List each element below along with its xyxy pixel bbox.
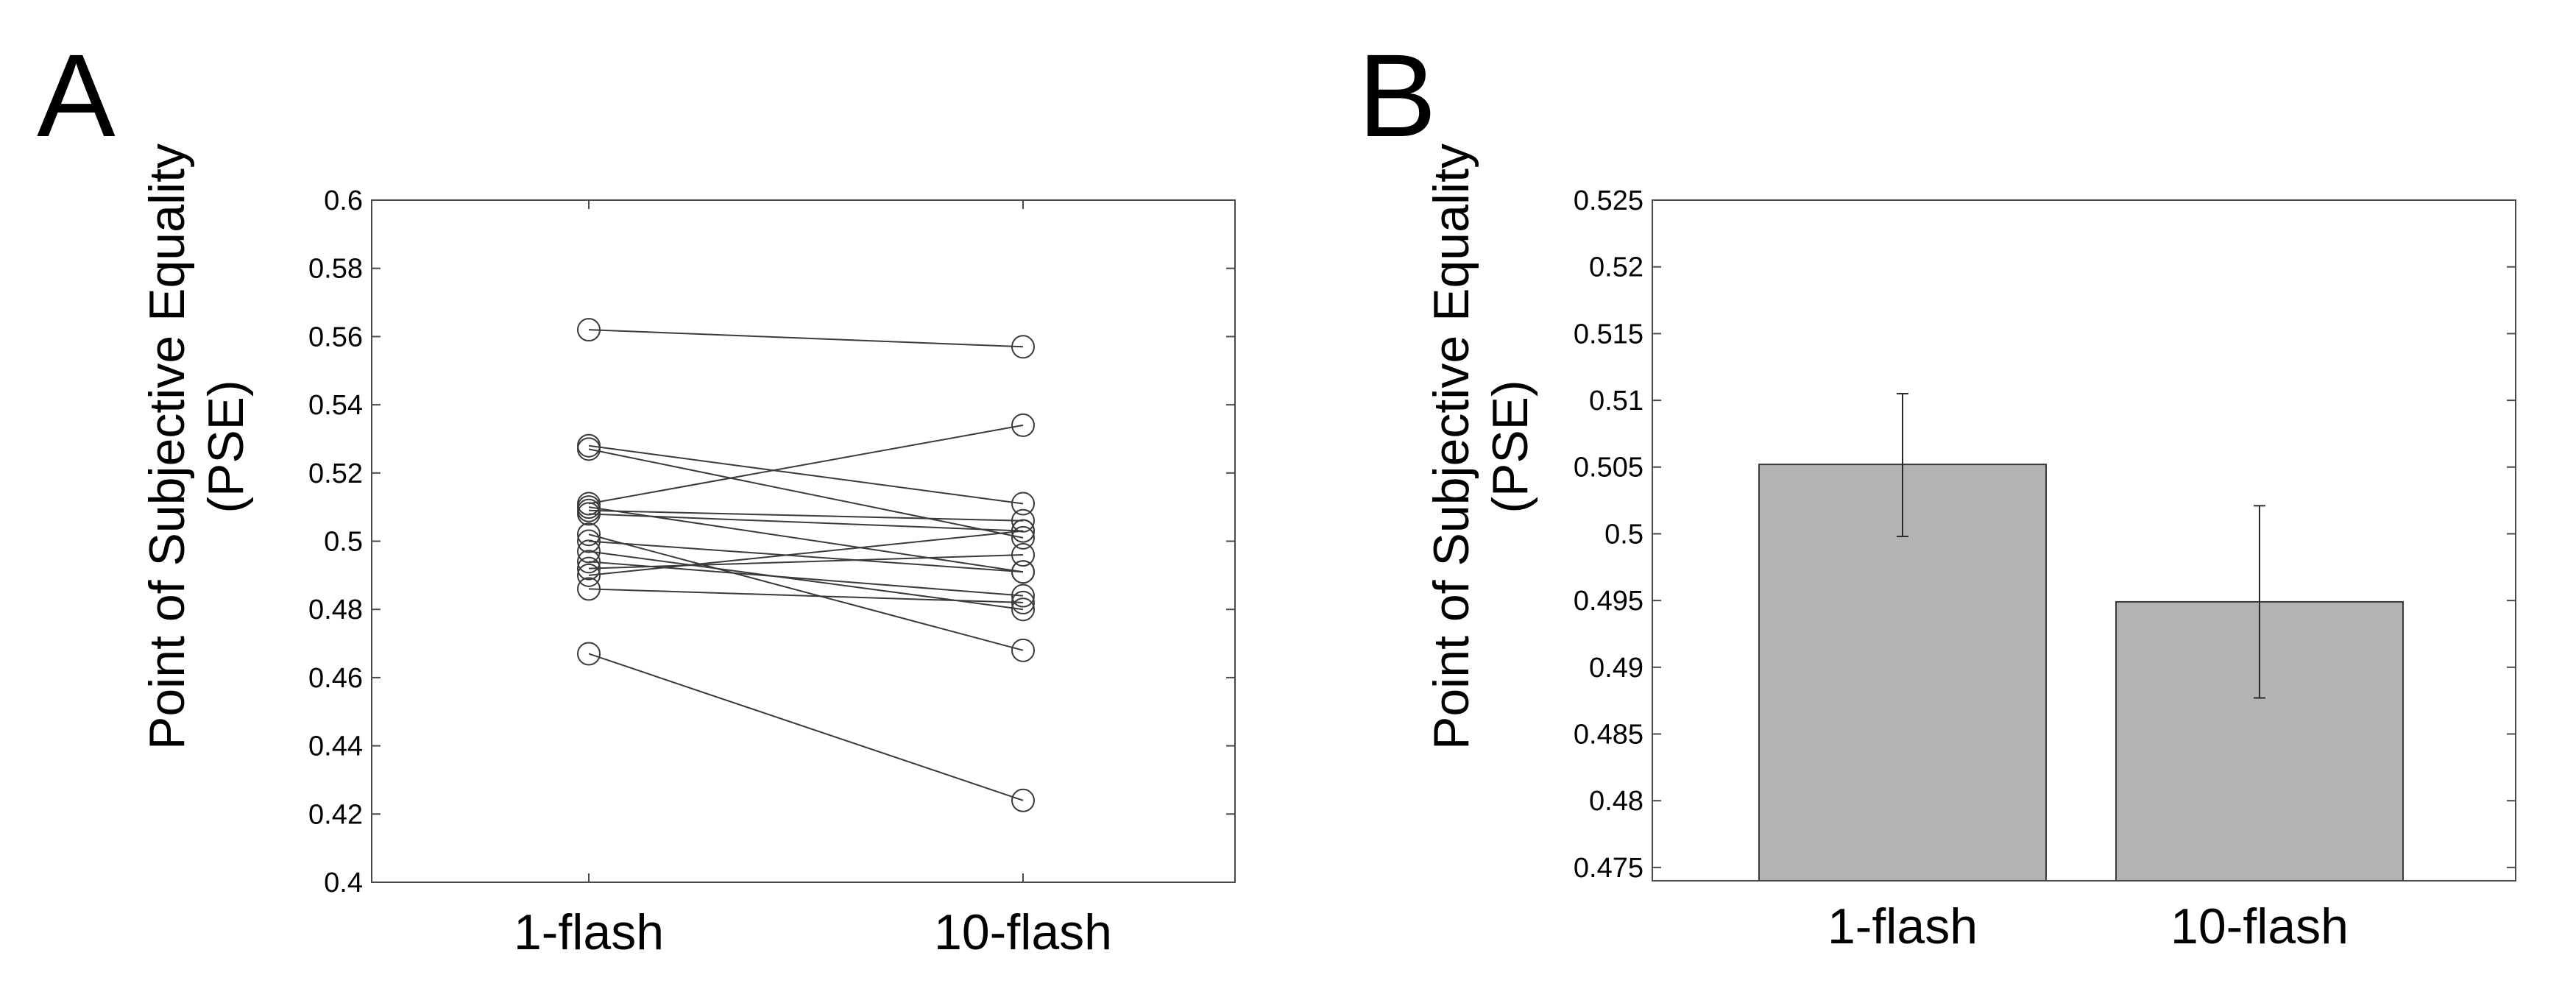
subject-line [588,513,1024,532]
y-tick-label: 0.5 [1604,519,1643,550]
subject-marker-1-flash [577,550,601,574]
y-tick-label: 0.52 [308,458,363,489]
x-category-label: 1-flash [514,904,664,960]
x-category-labels-a: 1-flash 10-flash [514,904,1112,960]
subject-lines [588,329,1024,801]
error-bar-1-flash [1897,392,1908,538]
subject-marker-10-flash [1011,788,1035,812]
y-tick-label: 0.46 [308,663,363,694]
y-axis-title-line-2: (PSE) [1482,380,1538,513]
plot-frame-a [371,199,1236,883]
subject-marker-10-flash [1011,508,1035,533]
y-tick-label: 0.515 [1574,319,1643,350]
y-tick-label: 0.56 [308,322,363,352]
subject-line [588,530,1024,576]
y-tick-label: 0.52 [1589,252,1643,283]
subject-line [588,588,1024,603]
subject-marker-10-flash [1011,590,1035,614]
y-tick-label: 0.5 [324,527,363,558]
y-tick-label: 0.48 [1589,786,1643,817]
subject-line [588,554,1024,570]
y-tick-label: 0.51 [1589,386,1643,416]
subject-line [588,506,1024,573]
subject-line [588,509,1024,522]
y-tick-label: 0.42 [308,799,363,830]
subject-line [588,653,1024,801]
y-tick-label: 0.505 [1574,453,1643,483]
bar-10-flash [2115,600,2404,882]
error-bars [1897,392,2265,699]
y-axis-title-line-1: Point of Subjective Equality [139,143,195,750]
subject-line [588,329,1024,348]
subject-marker-10-flash [1011,638,1035,662]
x-category-labels-b: 1-flash 10-flash [1827,898,2349,954]
subject-marker-1-flash [577,522,601,547]
y-tick-label: 0.48 [308,595,363,625]
x-category-label: 10-flash [934,904,1112,960]
y-tick-label: 0.495 [1574,586,1643,617]
subject-marker-1-flash [577,318,601,342]
y-tick-label: 0.54 [308,390,363,421]
subject-marker-1-flash [577,529,601,553]
panel-b: B Point of Subjective Equality (PSE) 0.4… [1358,29,2516,954]
subject-marker-10-flash [1011,492,1035,516]
subject-marker-10-flash [1011,543,1035,567]
subject-marker-10-flash [1011,560,1035,584]
y-ticks-b: 0.475 0.48 0.485 0.49 0.495 0.5 0.505 0.51 0.515… [1574,185,2516,884]
y-tick-label: 0.525 [1574,185,1643,216]
subject-marker-10-flash [1011,597,1035,622]
subject-marker-10-flash [1011,413,1035,437]
subject-marker-1-flash [577,642,601,666]
subject-line [588,540,1024,573]
plot-frame-b [1652,199,2516,882]
y-tick-label: 0.475 [1574,853,1643,884]
subject-marker-1-flash [577,577,601,601]
panel-label-a: A [37,29,116,161]
y-tick-label: 0.485 [1574,719,1643,750]
subject-line [588,448,1024,539]
subject-markers [577,318,1035,812]
subject-marker-1-flash [577,502,601,526]
subject-marker-10-flash [1011,519,1035,543]
y-tick-label: 0.58 [308,254,363,285]
y-axis-title-b: Point of Subjective Equality (PSE) [1423,143,1538,750]
y-tick-label: 0.4 [324,868,363,898]
subject-marker-10-flash [1011,584,1035,608]
subject-marker-1-flash [577,437,601,461]
bars [1758,464,2404,882]
subject-line [588,533,1024,651]
y-axis-title-a: Point of Subjective Equality (PSE) [139,143,254,750]
y-axis-title-line-2: (PSE) [198,380,254,513]
y-tick-label: 0.44 [308,731,363,762]
y-tick-label: 0.6 [324,185,363,216]
y-axis-title-line-1: Point of Subjective Equality [1423,143,1479,750]
error-bar-10-flash [2254,505,2265,699]
subject-marker-10-flash [1011,525,1035,550]
subject-marker-10-flash [1011,335,1035,359]
x-category-label: 10-flash [2170,898,2349,954]
panel-a: A Point of Subjective Equality (PSE) 0.4… [37,29,1236,960]
subject-marker-1-flash [577,556,601,581]
panel-label-b: B [1358,29,1437,161]
subject-marker-1-flash [577,563,601,587]
x-category-label: 1-flash [1827,898,1978,954]
y-tick-label: 0.49 [1589,653,1643,684]
subject-line [588,444,1024,505]
subject-marker-1-flash [577,539,601,564]
y-ticks-a: 0.4 0.42 0.44 0.46 0.48 0.5 0.52 0.54 0.56 0.58 0.… [308,185,1235,898]
subject-line [588,424,1024,505]
